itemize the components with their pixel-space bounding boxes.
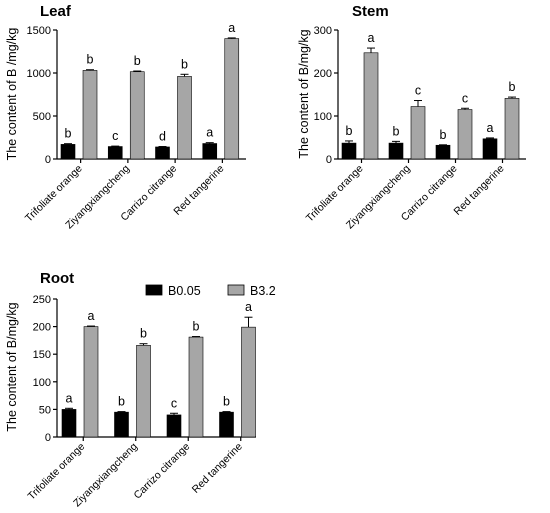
legend: B0.05 B3.2 (145, 284, 276, 298)
legend-swatch-b005 (145, 284, 163, 296)
significance-letter: b (440, 128, 447, 142)
significance-letter: a (487, 121, 494, 135)
panel-title-leaf: Leaf (40, 3, 72, 20)
significance-letter: b (509, 80, 516, 94)
x-tick-label: Red tangerine (190, 441, 245, 496)
significance-letter: b (393, 124, 400, 138)
y-tick-label: 200 (314, 68, 332, 80)
bar-B32 (83, 326, 99, 438)
bar-B005 (60, 144, 76, 160)
y-tick-label: 100 (33, 377, 51, 389)
significance-letter: d (159, 130, 166, 144)
bars-leaf: b b c b d b a a (60, 21, 240, 160)
panel-leaf: Leaf The content of B /mg/kg 0 500 1000 150… (5, 3, 246, 231)
bar-B32 (457, 109, 473, 160)
y-tick-label: 0 (45, 154, 51, 166)
significance-letter: b (193, 320, 200, 334)
bar-B32 (129, 71, 145, 160)
bar-B32 (177, 76, 192, 160)
y-tick-label: 50 (39, 404, 51, 416)
significance-letter: b (134, 54, 141, 68)
bar-B32 (363, 52, 379, 160)
bar-B005 (155, 146, 170, 160)
bar-B32 (224, 38, 240, 160)
significance-letter: a (206, 126, 213, 140)
y-tick-label: 250 (33, 294, 51, 306)
bar-B005 (388, 142, 404, 160)
y-tick-label: 300 (314, 25, 332, 37)
bar-B005 (114, 411, 129, 438)
bar-B005 (482, 138, 498, 160)
bar-B005 (107, 146, 123, 160)
significance-letter: c (112, 129, 118, 143)
bar-B32 (136, 345, 151, 438)
significance-letter: c (171, 396, 177, 410)
significance-letter: b (87, 53, 94, 67)
bar-B32 (410, 106, 426, 160)
y-tick-label: 500 (33, 111, 51, 123)
y-tick-label: 1500 (27, 25, 51, 37)
bar-B32 (504, 98, 520, 160)
bars-root: a a b b c b b a (61, 300, 256, 438)
bars-stem: b a b c b c a b (341, 31, 520, 160)
bar-B32 (188, 336, 204, 438)
y-tick-label: 1000 (27, 68, 51, 80)
significance-letter: b (223, 395, 230, 409)
significance-letter: a (245, 300, 252, 314)
legend-label-b005: B0.05 (168, 284, 201, 298)
significance-letter: b (140, 327, 147, 341)
panel-title-stem: Stem (352, 3, 389, 20)
significance-letter: b (118, 395, 125, 409)
significance-letter: c (462, 91, 468, 105)
bar-B005 (166, 414, 182, 438)
y-tick-label: 0 (326, 154, 332, 166)
panel-root: Root The content of B/mg/kg 0 50 100 150 200… (5, 270, 276, 509)
significance-letter: b (65, 127, 72, 141)
y-axis-label-root: The content of B/mg/kg (5, 302, 19, 431)
x-tick-label: Red tangerine (451, 163, 506, 218)
significance-letter: a (368, 31, 375, 45)
bar-B005 (202, 143, 218, 160)
significance-letter: c (415, 84, 421, 98)
bar-B005 (435, 144, 451, 160)
panel-title-root: Root (40, 270, 74, 287)
bar-B32 (241, 326, 256, 438)
y-axis-label-stem: The content of B/mg/kg (297, 29, 311, 158)
significance-letter: b (181, 57, 188, 71)
y-tick-label: 0 (45, 432, 51, 444)
x-tick-label: Carrizo citrange (131, 441, 192, 502)
y-tick-label: 200 (33, 322, 51, 334)
panel-stem: Stem The content of B/mg/kg 0100200300Tr… (297, 3, 526, 231)
bar-B005 (219, 411, 234, 438)
bar-B32 (82, 70, 98, 160)
bar-B005 (61, 409, 77, 438)
significance-letter: a (228, 21, 235, 35)
significance-letter: a (88, 309, 95, 323)
legend-label-b32: B3.2 (250, 284, 276, 298)
y-axis-label-leaf: The content of B /mg/kg (5, 28, 19, 161)
bar-B005 (341, 142, 357, 160)
legend-swatch-b32 (227, 284, 245, 296)
significance-letter: a (66, 391, 73, 405)
significance-letter: b (346, 124, 353, 138)
x-tick-label: Red tangerine (171, 163, 226, 218)
y-tick-label: 150 (33, 349, 51, 361)
y-tick-label: 100 (314, 111, 332, 123)
